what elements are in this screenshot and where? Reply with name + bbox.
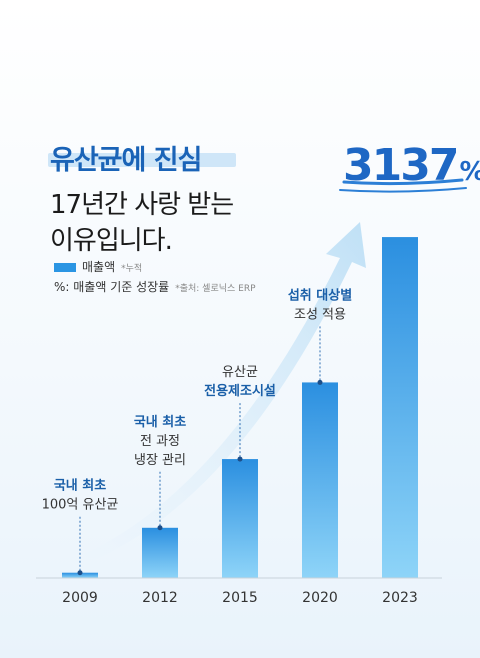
annotation-text: 조성 적용 (294, 307, 346, 322)
annotation-text: 100억 유산균 (42, 498, 119, 513)
bar-2012 (142, 527, 178, 578)
legend-swatch (54, 263, 76, 272)
annotation-highlight: 국내 최초 (134, 414, 186, 430)
legend-source-note: *출처: 셀로닉스 ERP (175, 284, 256, 294)
subtitle-line-1: 17년간 사랑 받는 (50, 190, 234, 220)
headline: 유산균에 진심 (50, 145, 202, 176)
annotation-highlight: 섭취 대상별 (288, 287, 352, 303)
annotation-highlight: 전용제조시설 (204, 383, 276, 399)
x-tick-label: 2012 (142, 590, 178, 606)
bar-2020 (302, 382, 338, 578)
bar-marker (77, 570, 83, 576)
x-tick-label: 2009 (62, 590, 98, 606)
headline-highlight (48, 153, 236, 167)
legend-sales: 매출액 *누적 (54, 258, 142, 275)
annotation-highlight: 국내 최초 (54, 478, 106, 494)
bar-marker (157, 525, 163, 531)
bar-marker (317, 379, 323, 385)
annotation-text: 유산균 (222, 365, 258, 380)
x-tick-label: 2015 (222, 590, 258, 606)
bar-2009 (62, 572, 98, 578)
subtitle: 17년간 사랑 받는 이유입니다. (50, 187, 234, 259)
legend-growth: %: 매출액 기준 성장률 *출처: 셀로닉스 ERP (54, 278, 256, 295)
growth-arrow (70, 222, 366, 568)
x-tick-label: 2023 (382, 590, 418, 606)
subtitle-line-2: 이유입니다. (50, 226, 173, 256)
value-underline (339, 187, 467, 193)
x-tick-label: 2020 (302, 590, 338, 606)
bar-2015 (222, 459, 258, 578)
annotation-text: 전 과정 (140, 434, 180, 449)
total-growth-unit: % (459, 157, 480, 187)
bar-marker (237, 456, 243, 462)
legend-growth-label: %: 매출액 기준 성장률 (54, 280, 170, 294)
value-underline (342, 178, 464, 186)
legend-sales-note: *누적 (121, 264, 143, 274)
legend-sales-label: 매출액 (82, 260, 116, 274)
annotation-text: 냉장 관리 (134, 453, 186, 468)
bar-2023 (382, 237, 418, 579)
